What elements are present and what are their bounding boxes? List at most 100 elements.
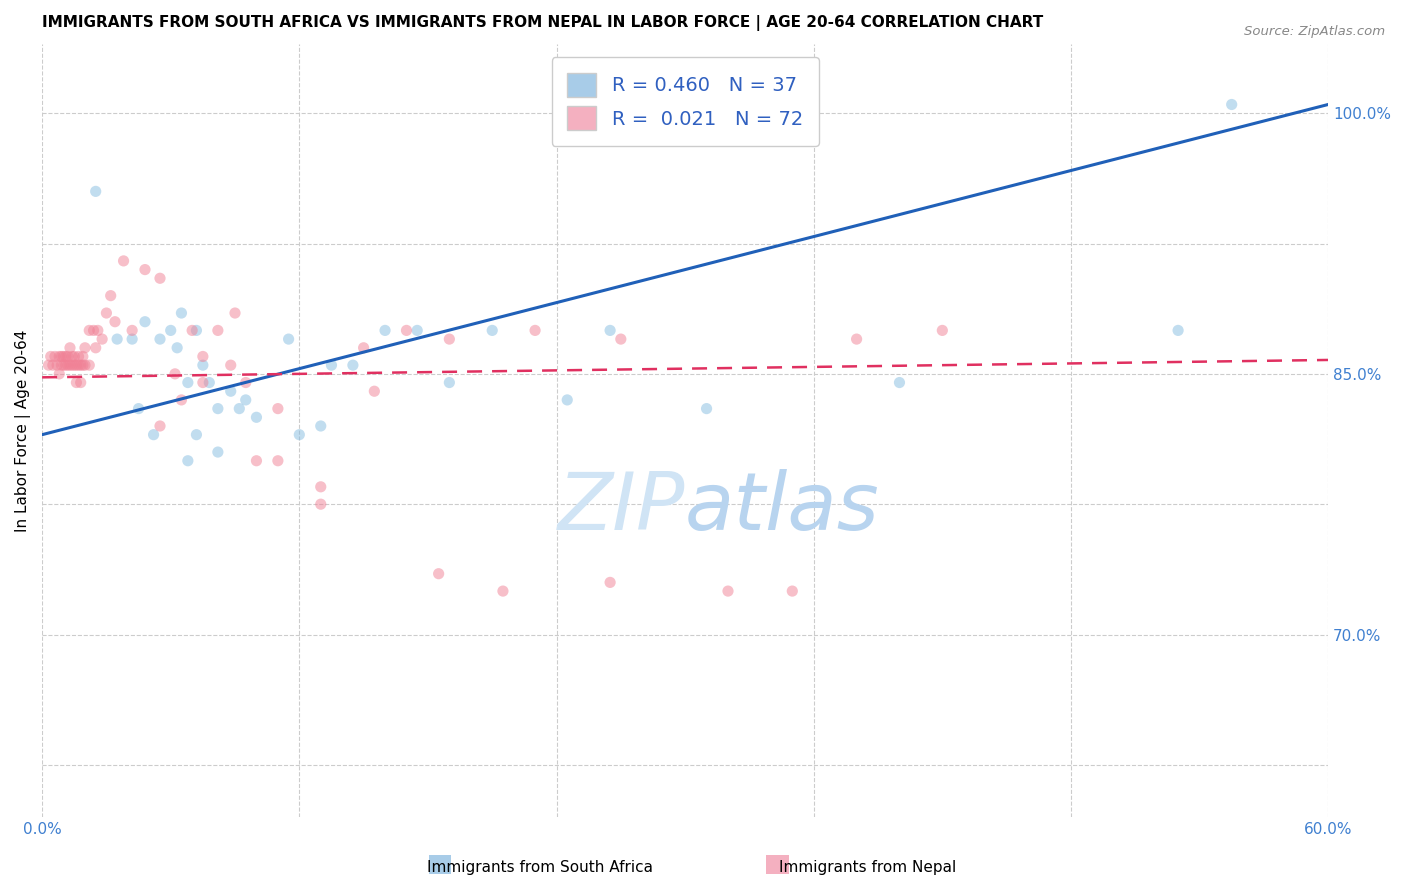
Point xyxy=(52,358,75,372)
Point xyxy=(309,480,332,494)
Point xyxy=(134,315,156,329)
Point xyxy=(48,367,70,381)
Point xyxy=(72,358,94,372)
Point xyxy=(77,323,100,337)
Text: IMMIGRANTS FROM SOUTH AFRICA VS IMMIGRANTS FROM NEPAL IN LABOR FORCE | AGE 20-64: IMMIGRANTS FROM SOUTH AFRICA VS IMMIGRAN… xyxy=(42,15,1043,31)
Text: Immigrants from Nepal: Immigrants from Nepal xyxy=(779,860,956,874)
Point xyxy=(51,350,73,364)
Point xyxy=(492,584,515,599)
Point xyxy=(159,323,181,337)
Point xyxy=(395,323,418,337)
Point xyxy=(177,454,200,468)
Point xyxy=(406,323,429,337)
Point xyxy=(73,358,96,372)
Point xyxy=(267,454,290,468)
Point xyxy=(439,376,461,390)
Point xyxy=(353,341,375,355)
Point xyxy=(245,410,267,425)
Point xyxy=(73,341,96,355)
Text: Immigrants from South Africa: Immigrants from South Africa xyxy=(427,860,652,874)
Text: atlas: atlas xyxy=(685,468,880,547)
Point xyxy=(245,454,267,468)
Point xyxy=(235,392,257,407)
Point xyxy=(56,350,79,364)
Text: ZIP: ZIP xyxy=(558,468,685,547)
Point xyxy=(59,341,82,355)
Point xyxy=(77,358,100,372)
Point xyxy=(207,323,229,337)
Point xyxy=(84,341,107,355)
Point xyxy=(84,185,107,199)
Point xyxy=(96,306,118,320)
Point xyxy=(1167,323,1189,337)
Point xyxy=(524,323,547,337)
Point xyxy=(42,358,65,372)
Point xyxy=(67,358,90,372)
Point xyxy=(782,584,804,599)
Point xyxy=(717,584,740,599)
Point xyxy=(60,350,83,364)
Point xyxy=(91,332,114,346)
Point xyxy=(342,358,364,372)
Point xyxy=(48,350,70,364)
Point xyxy=(69,358,91,372)
Point xyxy=(39,350,62,364)
Point xyxy=(224,306,246,320)
Point xyxy=(845,332,868,346)
Point xyxy=(235,376,257,390)
Point xyxy=(191,376,214,390)
Point xyxy=(374,323,396,337)
Point xyxy=(51,358,73,372)
Point xyxy=(363,384,385,399)
Point xyxy=(149,271,172,285)
Y-axis label: In Labor Force | Age 20-64: In Labor Force | Age 20-64 xyxy=(15,329,31,532)
Point xyxy=(38,358,60,372)
Point xyxy=(166,341,188,355)
Point xyxy=(191,358,214,372)
Point xyxy=(72,350,94,364)
Point xyxy=(83,323,105,337)
Point xyxy=(44,350,66,364)
Point xyxy=(288,427,311,442)
Point xyxy=(177,376,200,390)
Point xyxy=(56,358,79,372)
Point xyxy=(121,332,143,346)
Point xyxy=(69,376,91,390)
Point xyxy=(104,315,127,329)
Point xyxy=(198,376,221,390)
Point xyxy=(52,350,75,364)
Point xyxy=(65,376,87,390)
Point xyxy=(427,566,450,581)
Point xyxy=(100,288,122,302)
Point xyxy=(1220,97,1243,112)
Point xyxy=(321,358,343,372)
Point xyxy=(267,401,290,416)
Point xyxy=(128,401,150,416)
Point xyxy=(60,358,83,372)
Point xyxy=(219,384,242,399)
Legend: R = 0.460   N = 37, R =  0.021   N = 72: R = 0.460 N = 37, R = 0.021 N = 72 xyxy=(551,57,818,145)
Point xyxy=(134,262,156,277)
Point xyxy=(170,392,193,407)
Point xyxy=(67,350,90,364)
Point xyxy=(55,358,77,372)
Point xyxy=(481,323,503,337)
Point xyxy=(112,253,135,268)
Point xyxy=(889,376,911,390)
Point xyxy=(181,323,204,337)
Point xyxy=(931,323,953,337)
Point xyxy=(219,358,242,372)
Point xyxy=(163,367,186,381)
Text: Source: ZipAtlas.com: Source: ZipAtlas.com xyxy=(1244,25,1385,38)
Point xyxy=(170,306,193,320)
Point xyxy=(277,332,299,346)
Point xyxy=(207,401,229,416)
Point xyxy=(191,350,214,364)
Point xyxy=(142,427,165,442)
Point xyxy=(309,497,332,511)
Point xyxy=(55,350,77,364)
Point xyxy=(555,392,578,407)
Point xyxy=(87,323,110,337)
Point xyxy=(63,350,86,364)
Point xyxy=(63,358,86,372)
